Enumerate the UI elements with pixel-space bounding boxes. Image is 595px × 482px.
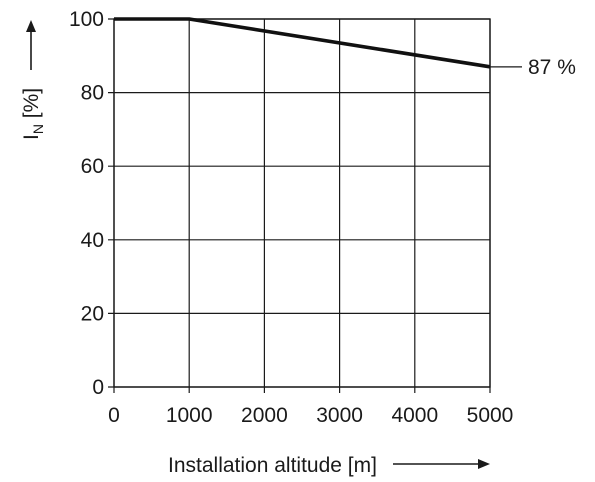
x-axis-title-group: Installation altitude [m] [168, 454, 490, 477]
y-axis-title-group: IN [%] [20, 20, 46, 140]
x-tick-label: 0 [108, 404, 120, 427]
y-tick-label: 80 [81, 82, 104, 105]
x-axis-arrow-head [478, 459, 490, 469]
y-tick-label: 100 [69, 8, 104, 31]
y-axis-title: IN [%] [20, 88, 46, 140]
y-axis-title-unit: [%] [20, 88, 43, 124]
x-tick-label: 3000 [316, 404, 363, 427]
y-tick-label: 60 [81, 155, 104, 178]
x-tick-label: 1000 [166, 404, 213, 427]
x-tick-label: 2000 [241, 404, 288, 427]
annotations: 87 % [490, 56, 576, 79]
x-tick-labels: 0 1000 2000 3000 4000 5000 [108, 404, 513, 427]
grid [108, 18, 491, 393]
y-tick-labels: 0 20 40 60 80 100 [69, 8, 104, 399]
y-axis-arrow-head [26, 20, 36, 32]
series-line [114, 17, 491, 69]
x-axis-title: Installation altitude [m] [168, 454, 377, 477]
y-axis-title-main: I [20, 134, 43, 140]
y-tick-label: 0 [92, 376, 104, 399]
plot-border [113, 18, 491, 388]
x-tick-label: 5000 [467, 404, 514, 427]
series-layer [114, 17, 491, 69]
annotation-label: 87 % [528, 56, 576, 79]
y-tick-label: 40 [81, 229, 104, 252]
x-tick-label: 4000 [391, 404, 438, 427]
plot-frame [113, 18, 491, 388]
y-axis-title-sub: N [30, 124, 46, 134]
y-tick-label: 20 [81, 302, 104, 325]
